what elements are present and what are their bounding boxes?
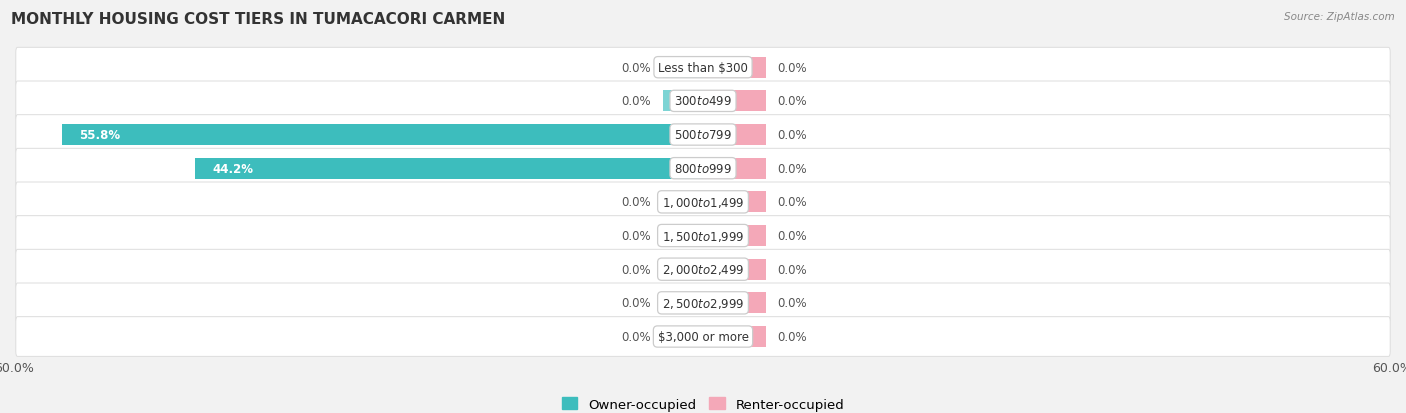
Text: Source: ZipAtlas.com: Source: ZipAtlas.com [1284, 12, 1395, 22]
Bar [703, 293, 766, 313]
Text: $2,500 to $2,999: $2,500 to $2,999 [662, 296, 744, 310]
Text: $500 to $799: $500 to $799 [673, 129, 733, 142]
FancyBboxPatch shape [15, 183, 1391, 222]
Text: 55.8%: 55.8% [80, 129, 121, 142]
Text: $1,000 to $1,499: $1,000 to $1,499 [662, 195, 744, 209]
Text: 0.0%: 0.0% [778, 162, 807, 175]
FancyBboxPatch shape [15, 82, 1391, 121]
Bar [662, 225, 703, 247]
Legend: Owner-occupied, Renter-occupied: Owner-occupied, Renter-occupied [557, 392, 849, 413]
Text: $2,000 to $2,499: $2,000 to $2,499 [662, 263, 744, 277]
Text: 0.0%: 0.0% [778, 196, 807, 209]
Bar [195, 158, 703, 179]
Bar [703, 192, 766, 213]
Text: MONTHLY HOUSING COST TIERS IN TUMACACORI CARMEN: MONTHLY HOUSING COST TIERS IN TUMACACORI… [11, 12, 506, 27]
Text: 0.0%: 0.0% [778, 62, 807, 74]
Bar [662, 259, 703, 280]
Bar [703, 259, 766, 280]
Bar [703, 326, 766, 347]
Text: 0.0%: 0.0% [621, 297, 651, 310]
Bar [662, 58, 703, 78]
Text: $300 to $499: $300 to $499 [673, 95, 733, 108]
Bar [62, 125, 703, 146]
FancyBboxPatch shape [15, 149, 1391, 189]
Bar [662, 293, 703, 313]
Text: 0.0%: 0.0% [778, 263, 807, 276]
FancyBboxPatch shape [15, 216, 1391, 256]
Text: $800 to $999: $800 to $999 [673, 162, 733, 175]
Text: 0.0%: 0.0% [621, 95, 651, 108]
Bar [703, 125, 766, 146]
Bar [662, 326, 703, 347]
Text: 0.0%: 0.0% [778, 297, 807, 310]
Text: $1,500 to $1,999: $1,500 to $1,999 [662, 229, 744, 243]
FancyBboxPatch shape [15, 115, 1391, 155]
Text: 0.0%: 0.0% [621, 263, 651, 276]
Text: 0.0%: 0.0% [621, 62, 651, 74]
Text: Less than $300: Less than $300 [658, 62, 748, 74]
FancyBboxPatch shape [15, 283, 1391, 323]
Text: 0.0%: 0.0% [621, 196, 651, 209]
Bar [703, 91, 766, 112]
Bar [703, 58, 766, 78]
Text: 44.2%: 44.2% [212, 162, 253, 175]
Bar [703, 158, 766, 179]
Bar [703, 225, 766, 247]
Text: 0.0%: 0.0% [778, 330, 807, 343]
Text: $3,000 or more: $3,000 or more [658, 330, 748, 343]
Text: 0.0%: 0.0% [778, 129, 807, 142]
Bar [662, 192, 703, 213]
Text: 0.0%: 0.0% [621, 330, 651, 343]
FancyBboxPatch shape [15, 48, 1391, 88]
FancyBboxPatch shape [15, 317, 1391, 356]
Text: 0.0%: 0.0% [778, 95, 807, 108]
Text: 0.0%: 0.0% [621, 230, 651, 242]
FancyBboxPatch shape [15, 250, 1391, 290]
Text: 0.0%: 0.0% [778, 230, 807, 242]
Bar [662, 91, 703, 112]
